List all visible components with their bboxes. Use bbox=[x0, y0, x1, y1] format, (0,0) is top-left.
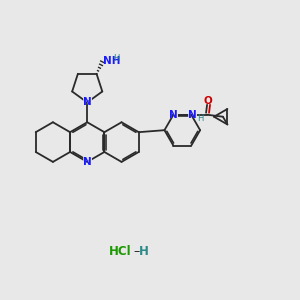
Text: –: – bbox=[133, 244, 139, 258]
Text: O: O bbox=[204, 96, 212, 106]
Text: H: H bbox=[197, 114, 203, 123]
Text: N: N bbox=[82, 155, 93, 168]
Text: N: N bbox=[82, 96, 93, 109]
Text: N: N bbox=[188, 110, 197, 120]
Text: NH: NH bbox=[103, 54, 126, 68]
Text: H: H bbox=[139, 244, 149, 258]
Text: HCl: HCl bbox=[109, 244, 132, 258]
Text: N: N bbox=[83, 98, 92, 107]
Text: N: N bbox=[169, 110, 178, 120]
Text: N: N bbox=[168, 108, 179, 121]
Text: N: N bbox=[187, 108, 198, 121]
Text: H: H bbox=[113, 54, 120, 63]
Text: NH: NH bbox=[103, 56, 121, 66]
Text: N: N bbox=[83, 157, 92, 167]
Text: O: O bbox=[202, 94, 214, 107]
